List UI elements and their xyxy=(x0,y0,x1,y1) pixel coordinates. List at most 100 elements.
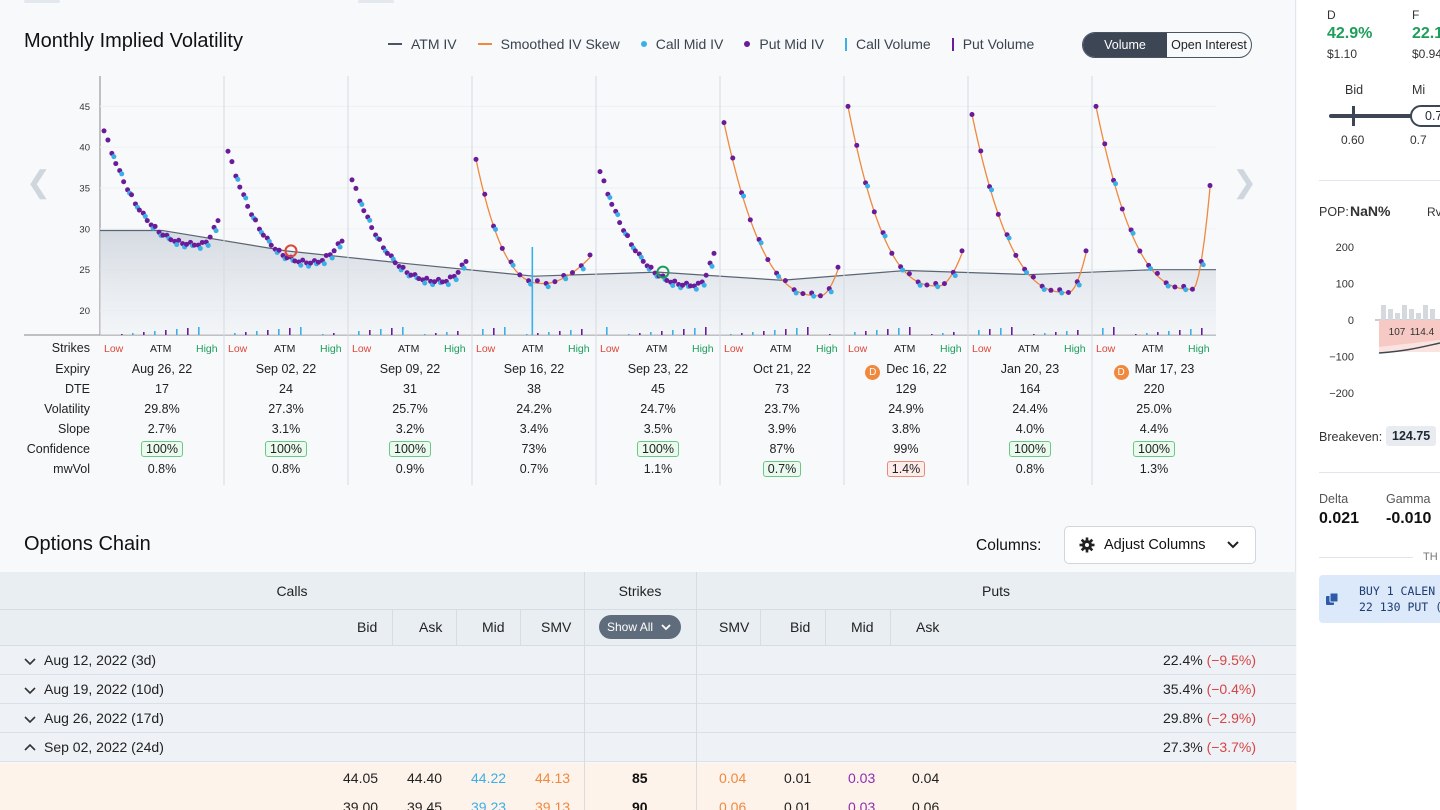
call-mid-iv-point xyxy=(865,183,871,189)
price-slider-handle[interactable]: 0.7 xyxy=(1410,105,1440,127)
cell-slope: 3.8% xyxy=(844,422,968,436)
cell-p_mid[interactable]: 0.03 xyxy=(848,799,876,810)
cell-value: 1.3% xyxy=(1139,462,1169,476)
volume-bar xyxy=(198,327,200,335)
put-col-bid[interactable]: Bid xyxy=(790,619,811,635)
divider xyxy=(1319,557,1413,558)
divider xyxy=(1319,472,1440,473)
cell-c_ask[interactable]: 39.45 xyxy=(407,799,443,810)
d-value: 42.9% xyxy=(1327,25,1373,42)
show-all-strikes-button[interactable]: Show All xyxy=(599,615,681,639)
legend-item[interactable]: ATM IV xyxy=(388,36,457,52)
table-row[interactable]: 44.05 44.40 44.22 44.13 85 0.04 0.01 0.03 0.04 xyxy=(0,763,1296,793)
put-mid-iv-point xyxy=(353,185,359,191)
volume-oi-toggle[interactable]: Volume Open Interest xyxy=(1082,32,1252,58)
put-mid-iv-point xyxy=(721,120,727,126)
cell-c_bid[interactable]: 39.00 xyxy=(343,799,379,810)
legend-item[interactable]: Call Mid IV xyxy=(640,36,723,52)
expiry-row[interactable]: Aug 26, 2022 (17d) 29.8% (−2.9%) xyxy=(0,704,1296,733)
cell-c_bid[interactable]: 44.05 xyxy=(343,770,379,786)
cell-value: 31 xyxy=(403,382,417,396)
put-mid-iv-point xyxy=(463,259,469,264)
pop-value: NaN% xyxy=(1350,203,1391,219)
call-mid-iv-point xyxy=(615,212,621,218)
legend-label: Put Mid IV xyxy=(759,36,824,52)
cell-c_mid[interactable]: 44.22 xyxy=(471,770,507,786)
cell-p_bid[interactable]: 0.01 xyxy=(784,770,812,786)
price-slider-track[interactable] xyxy=(1329,114,1419,118)
cell-c_smv[interactable]: 44.13 xyxy=(535,770,571,786)
expiry-iv-change: (−9.5%) xyxy=(1206,652,1256,668)
cell-expiry: D Dec 16, 22 xyxy=(844,362,968,380)
chart-prev-arrow-icon[interactable]: ❮ xyxy=(26,166,52,199)
put-mid-iv-point xyxy=(168,237,174,243)
call-mid-iv-point xyxy=(235,176,241,182)
call-mid-iv-point xyxy=(701,282,707,288)
cell-p_bid[interactable]: 0.01 xyxy=(784,799,812,810)
put-mid-iv-point xyxy=(995,211,1001,217)
cell-value: 1.4% xyxy=(886,461,926,477)
call-col-mid[interactable]: Mid xyxy=(482,619,505,635)
cell-p_smv[interactable]: 0.04 xyxy=(719,770,747,786)
cell-dte: 45 xyxy=(596,382,720,396)
call-col-bid[interactable]: Bid xyxy=(357,619,378,635)
page-title: Monthly Implied Volatility xyxy=(24,30,243,52)
cell-p_ask[interactable]: 0.06 xyxy=(912,799,940,810)
call-mid-iv-point xyxy=(670,282,676,288)
call-mid-iv-point xyxy=(119,171,125,177)
put-col-smv[interactable]: SMV xyxy=(719,619,750,635)
call-mid-iv-point xyxy=(1183,287,1189,293)
order-ticket[interactable]: BUY 1 CALEN 22 130 PUT ( xyxy=(1319,575,1440,623)
copy-icon[interactable] xyxy=(1325,592,1339,606)
call-col-smv[interactable]: SMV xyxy=(541,619,572,635)
cell-dte: 24 xyxy=(224,382,348,396)
toggle-volume[interactable]: Volume xyxy=(1083,33,1167,57)
legend-item[interactable]: Put Volume xyxy=(951,36,1034,52)
top-tab-stub xyxy=(358,0,394,3)
cell-value: 100% xyxy=(1009,441,1051,457)
strike-label-atm: ATM xyxy=(1018,343,1040,355)
put-col-mid[interactable]: Mid xyxy=(851,619,874,635)
cell-c_ask[interactable]: 44.40 xyxy=(407,770,443,786)
legend-item[interactable]: Put Mid IV xyxy=(744,36,824,52)
pnl-tick-label: 200 xyxy=(1336,242,1354,254)
cell-p_mid[interactable]: 0.03 xyxy=(848,770,876,786)
volume-bar xyxy=(639,333,641,335)
cell-p_smv[interactable]: 0.06 xyxy=(719,799,747,810)
legend-label: ATM IV xyxy=(411,36,457,52)
cell-c_mid[interactable]: 39.23 xyxy=(471,799,507,810)
chart-next-arrow-icon[interactable]: ❯ xyxy=(1232,166,1258,199)
expiry-row[interactable]: Aug 12, 2022 (3d) 22.4% (−9.5%) xyxy=(0,646,1296,675)
legend-item[interactable]: Smoothed IV Skew xyxy=(477,36,620,52)
adjust-columns-label: Adjust Columns xyxy=(1104,537,1206,553)
strike-label-atm: ATM xyxy=(770,343,792,355)
call-mid-iv-point xyxy=(205,242,211,248)
put-mid-iv-point xyxy=(455,269,461,275)
adjust-columns-dropdown[interactable]: Adjust Columns xyxy=(1064,526,1256,564)
cell-strike[interactable]: 85 xyxy=(632,770,648,786)
volume-bar xyxy=(1201,328,1203,335)
table-row[interactable]: 39.00 39.45 39.23 39.13 90 0.06 0.01 0.03 0.06 xyxy=(0,792,1296,810)
volume-bar xyxy=(1168,331,1170,335)
volume-bar xyxy=(865,331,867,335)
cell-c_smv[interactable]: 39.13 xyxy=(535,799,571,810)
put-mid-iv-point xyxy=(225,148,231,154)
cell-value: 164 xyxy=(1019,382,1041,396)
toggle-open-interest[interactable]: Open Interest xyxy=(1171,38,1247,52)
expiry-row[interactable]: Aug 19, 2022 (10d) 35.4% (−0.4%) xyxy=(0,675,1296,704)
cell-strike[interactable]: 90 xyxy=(632,799,648,810)
cell-p_ask[interactable]: 0.04 xyxy=(912,770,940,786)
call-col-ask[interactable]: Ask xyxy=(419,619,443,635)
y-tick-label: 25 xyxy=(79,265,90,276)
put-mid-iv-point xyxy=(601,178,607,184)
put-mid-iv-point xyxy=(473,156,479,162)
legend-item[interactable]: Call Volume xyxy=(844,36,931,52)
expiry-row[interactable]: Sep 02, 2022 (24d) 27.3% (−3.7%) xyxy=(0,733,1296,762)
put-mid-iv-point xyxy=(1083,248,1089,254)
cell-volatility: 23.7% xyxy=(720,402,844,416)
put-col-ask[interactable]: Ask xyxy=(916,619,940,635)
put-mid-iv-point xyxy=(854,142,860,148)
chevron-down-icon xyxy=(24,716,36,724)
pnl-tick-label: −100 xyxy=(1329,352,1354,364)
